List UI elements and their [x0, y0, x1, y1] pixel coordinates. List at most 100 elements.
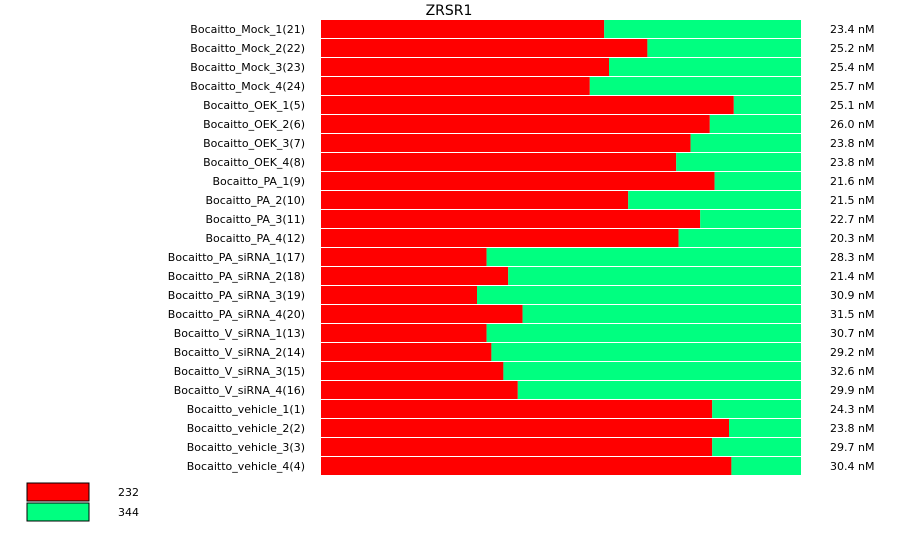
bar-row: Bocaitto_PA_siRNA_1(17) 28.3 nM: [168, 248, 874, 266]
bar-row: Bocaitto_vehicle_3(3) 29.7 nM: [187, 438, 874, 456]
category-label: Bocaitto_PA_1(9): [212, 175, 305, 188]
concentration-label: 30.4 nM: [830, 460, 874, 473]
concentration-label: 24.3 nM: [830, 403, 874, 416]
bar-row: Bocaitto_PA_4(12) 20.3 nM: [205, 229, 874, 247]
bar-segment-series-1: [678, 229, 801, 247]
bar-segment-series-0: [321, 400, 713, 418]
chart-title: ZRSR1: [426, 3, 473, 19]
bar-row: Bocaitto_Mock_2(22) 25.2 nM: [190, 39, 874, 57]
concentration-label: 30.9 nM: [830, 289, 874, 302]
category-label: Bocaitto_PA_siRNA_1(17): [168, 251, 305, 264]
concentration-label: 25.4 nM: [830, 61, 874, 74]
concentration-label: 28.3 nM: [830, 251, 874, 264]
bar-segment-series-1: [628, 191, 801, 209]
bar-row: Bocaitto_V_siRNA_1(13) 30.7 nM: [174, 324, 874, 342]
category-label: Bocaitto_PA_siRNA_3(19): [168, 289, 305, 302]
legend-label: 232: [118, 486, 139, 499]
bar-segment-series-0: [321, 58, 609, 76]
bar-segment-series-0: [321, 362, 504, 380]
bar-segment-series-0: [321, 20, 605, 38]
bar-segment-series-0: [321, 191, 629, 209]
bar-segment-series-1: [486, 248, 801, 266]
category-label: Bocaitto_PA_3(11): [205, 213, 305, 226]
bar-segment-series-1: [477, 286, 801, 304]
concentration-label: 23.4 nM: [830, 23, 874, 36]
category-label: Bocaitto_vehicle_4(4): [187, 460, 305, 473]
category-label: Bocaitto_vehicle_1(1): [187, 403, 305, 416]
bar-row: Bocaitto_PA_siRNA_3(19) 30.9 nM: [168, 286, 874, 304]
bar-row: Bocaitto_V_siRNA_2(14) 29.2 nM: [174, 343, 874, 361]
bar-segment-series-1: [604, 20, 801, 38]
bar-segment-series-1: [609, 58, 801, 76]
bar-segment-series-1: [676, 153, 801, 171]
category-label: Bocaitto_vehicle_2(2): [187, 422, 305, 435]
concentration-label: 31.5 nM: [830, 308, 874, 321]
bar-rows: Bocaitto_Mock_1(21) 23.4 nMBocaitto_Mock_…: [168, 20, 874, 475]
legend-swatch: [26, 482, 90, 502]
category-label: Bocaitto_V_siRNA_1(13): [174, 327, 305, 340]
bar-row: Bocaitto_V_siRNA_3(15) 32.6 nM: [174, 362, 874, 380]
bar-segment-series-1: [522, 305, 801, 323]
category-label: Bocaitto_Mock_3(23): [190, 61, 305, 74]
bar-segment-series-0: [321, 77, 590, 95]
bar-segment-series-1: [712, 400, 801, 418]
bar-segment-series-1: [491, 343, 801, 361]
category-label: Bocaitto_OEK_3(7): [203, 137, 305, 150]
concentration-label: 25.2 nM: [830, 42, 874, 55]
concentration-label: 23.8 nM: [830, 422, 874, 435]
bar-row: Bocaitto_Mock_1(21) 23.4 nM: [190, 20, 874, 38]
bar-segment-series-0: [321, 134, 691, 152]
bar-segment-series-0: [321, 343, 492, 361]
bar-segment-series-0: [321, 438, 713, 456]
bar-segment-series-0: [321, 115, 710, 133]
bar-segment-series-1: [589, 77, 801, 95]
category-label: Bocaitto_V_siRNA_3(15): [174, 365, 305, 378]
concentration-label: 29.2 nM: [830, 346, 874, 359]
bar-segment-series-0: [321, 324, 487, 342]
category-label: Bocaitto_PA_siRNA_4(20): [168, 308, 305, 321]
concentration-label: 21.5 nM: [830, 194, 874, 207]
category-label: Bocaitto_V_siRNA_2(14): [174, 346, 305, 359]
bar-segment-series-1: [517, 381, 801, 399]
bar-segment-series-0: [321, 305, 523, 323]
bar-row: Bocaitto_OEK_2(6) 26.0 nM: [203, 115, 874, 133]
bar-row: Bocaitto_OEK_3(7) 23.8 nM: [203, 134, 874, 152]
category-label: Bocaitto_vehicle_3(3): [187, 441, 305, 454]
concentration-label: 29.9 nM: [830, 384, 874, 397]
bar-row: Bocaitto_OEK_1(5) 25.1 nM: [203, 96, 874, 114]
category-label: Bocaitto_PA_2(10): [205, 194, 305, 207]
category-label: Bocaitto_Mock_2(22): [190, 42, 305, 55]
bar-segment-series-0: [321, 419, 729, 437]
bar-segment-series-0: [321, 39, 648, 57]
bar-segment-series-0: [321, 248, 487, 266]
category-label: Bocaitto_OEK_1(5): [203, 99, 305, 112]
bar-row: Bocaitto_PA_1(9) 21.6 nM: [212, 172, 874, 190]
category-label: Bocaitto_OEK_4(8): [203, 156, 305, 169]
category-label: Bocaitto_V_siRNA_4(16): [174, 384, 305, 397]
bar-row: Bocaitto_Mock_4(24) 25.7 nM: [190, 77, 874, 95]
bar-row: Bocaitto_V_siRNA_4(16) 29.9 nM: [174, 381, 874, 399]
concentration-label: 30.7 nM: [830, 327, 874, 340]
bar-segment-series-1: [486, 324, 801, 342]
bar-segment-series-1: [503, 362, 801, 380]
bar-segment-series-1: [712, 438, 801, 456]
bar-row: Bocaitto_PA_siRNA_2(18) 21.4 nM: [168, 267, 874, 285]
concentration-label: 21.6 nM: [830, 175, 874, 188]
bar-segment-series-0: [321, 457, 732, 475]
category-label: Bocaitto_OEK_2(6): [203, 118, 305, 131]
bar-row: Bocaitto_OEK_4(8) 23.8 nM: [203, 153, 874, 171]
concentration-label: 25.1 nM: [830, 99, 874, 112]
bar-row: Bocaitto_vehicle_1(1) 24.3 nM: [187, 400, 874, 418]
bar-row: Bocaitto_PA_3(11) 22.7 nM: [205, 210, 874, 228]
concentration-label: 21.4 nM: [830, 270, 874, 283]
category-label: Bocaitto_Mock_1(21): [190, 23, 305, 36]
bar-segment-series-0: [321, 381, 518, 399]
bar-segment-series-1: [700, 210, 801, 228]
bar-segment-series-1: [508, 267, 801, 285]
concentration-label: 20.3 nM: [830, 232, 874, 245]
concentration-label: 23.8 nM: [830, 156, 874, 169]
bar-segment-series-1: [731, 457, 801, 475]
category-label: Bocaitto_PA_4(12): [205, 232, 305, 245]
bar-row: Bocaitto_vehicle_4(4) 30.4 nM: [187, 457, 874, 475]
